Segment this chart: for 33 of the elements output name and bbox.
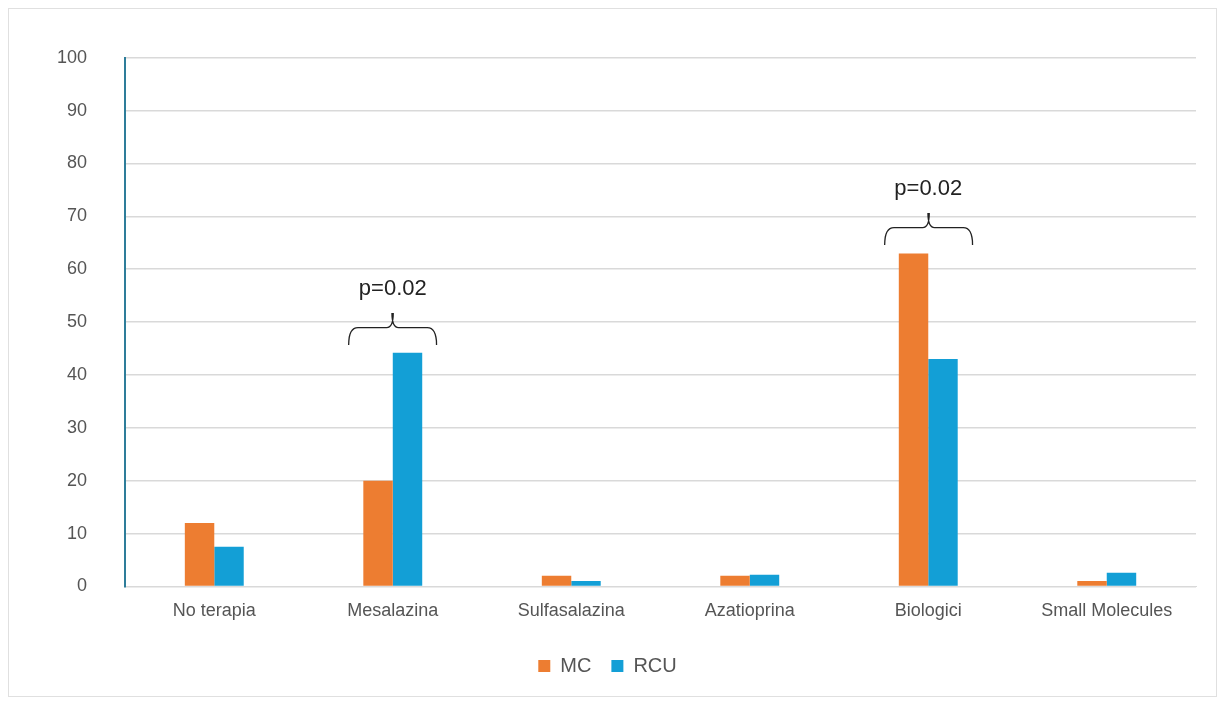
x-tick-label: No terapia	[172, 600, 257, 621]
x-tick-label: Mesalazina	[347, 600, 440, 621]
y-tick-label: 100	[56, 46, 88, 67]
bar	[571, 581, 601, 586]
y-tick-label: 10	[67, 522, 88, 543]
bar	[1077, 581, 1107, 586]
y-tick-label: 30	[67, 416, 88, 437]
y-tick-label: 60	[67, 258, 88, 279]
bar	[214, 546, 244, 586]
legend-label: RCU	[633, 653, 677, 676]
y-tick-label: 20	[67, 469, 88, 490]
bar	[898, 253, 929, 586]
bar	[184, 522, 215, 586]
x-tick-label: Azatioprina	[704, 600, 796, 621]
annotation: p=0.02	[893, 175, 964, 202]
bar	[392, 352, 423, 586]
bar	[720, 575, 750, 586]
bar	[1106, 572, 1137, 586]
x-tick-label: Biologici	[894, 600, 962, 621]
y-tick-label: 50	[67, 311, 88, 332]
bar	[928, 359, 958, 586]
bar	[363, 480, 393, 586]
y-tick-label: 80	[67, 152, 88, 173]
y-tick-label: 70	[67, 205, 88, 226]
y-tick-label: 0	[77, 575, 88, 596]
y-tick-label: 90	[67, 99, 88, 120]
annotation: p=0.02	[357, 274, 428, 301]
x-tick-label: Sulfasalazina	[517, 600, 626, 621]
bar	[541, 575, 572, 586]
y-tick-label: 40	[67, 363, 88, 384]
x-tick-label: Small Molecules	[1041, 600, 1173, 621]
legend-label: MC	[560, 653, 592, 676]
bar	[749, 574, 780, 586]
